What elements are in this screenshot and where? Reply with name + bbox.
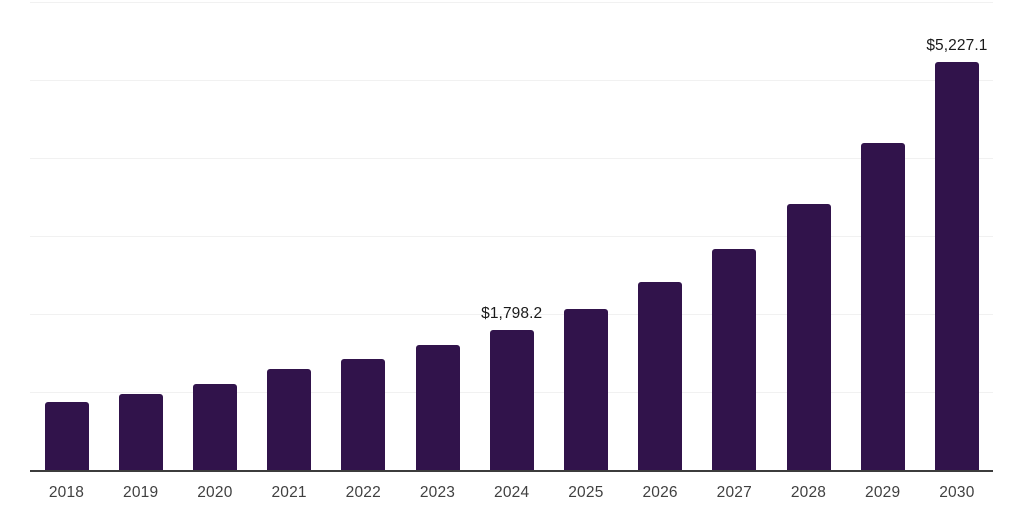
bar-2030 <box>934 62 979 470</box>
bar-2022 <box>341 358 386 470</box>
gridline <box>30 314 993 315</box>
gridline <box>30 236 993 237</box>
bar-2025 <box>563 308 608 470</box>
bar-value-label-2030: $5,227.1 <box>926 37 988 55</box>
x-tick-label-2018: 2018 <box>48 484 85 501</box>
x-tick-label-2026: 2026 <box>642 484 678 501</box>
x-tick-label-2024: 2024 <box>494 484 530 501</box>
bar-2027 <box>712 248 757 470</box>
x-tick-label-2027: 2027 <box>716 484 752 501</box>
bar-2021 <box>267 368 312 470</box>
bar-2026 <box>638 282 683 470</box>
gridline <box>30 158 993 159</box>
x-tick-label-2028: 2028 <box>790 484 827 501</box>
bar-2020 <box>192 383 237 470</box>
bar-2023 <box>415 345 460 470</box>
x-tick-label-2022: 2022 <box>345 484 381 501</box>
bar-2029 <box>860 143 905 470</box>
bar-2019 <box>118 394 163 470</box>
x-tick-label-2020: 2020 <box>197 484 233 501</box>
bar-2024 <box>489 329 534 470</box>
bar-2018 <box>44 401 89 470</box>
x-tick-label-2029: 2029 <box>865 484 901 501</box>
x-tick-label-2021: 2021 <box>271 484 307 501</box>
gridline <box>30 80 993 81</box>
x-axis-baseline <box>30 470 993 472</box>
bar-2028 <box>786 204 831 470</box>
x-tick-label-2030: 2030 <box>939 484 975 501</box>
x-tick-label-2023: 2023 <box>419 484 456 501</box>
x-tick-label-2025: 2025 <box>568 484 604 501</box>
gridline <box>30 2 993 3</box>
x-tick-label-2019: 2019 <box>123 484 159 501</box>
bar-value-label-2024: $1,798.2 <box>481 304 543 322</box>
